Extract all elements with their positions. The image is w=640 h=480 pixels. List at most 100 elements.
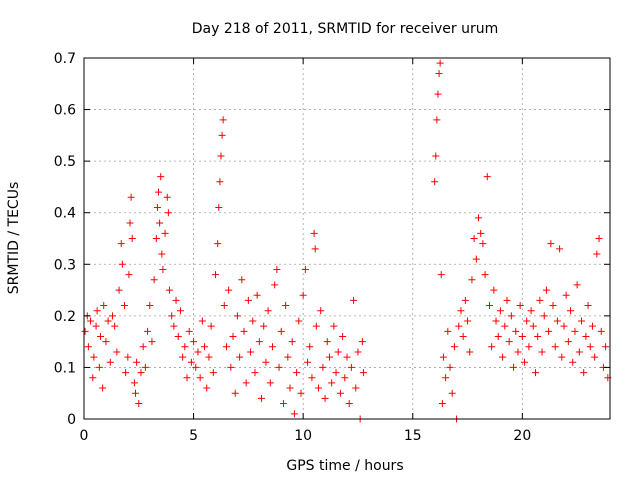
data-point: [475, 214, 482, 222]
data-point: [549, 302, 557, 310]
x-tick-label: 10: [294, 428, 312, 444]
data-point: [432, 152, 440, 160]
data-point: [558, 353, 566, 361]
data-point: [350, 296, 358, 304]
data-point: [128, 235, 136, 242]
data-point: [222, 343, 230, 351]
data-point: [545, 327, 553, 335]
data-point: [319, 363, 327, 371]
data-point: [217, 152, 225, 160]
data-point: [442, 374, 450, 382]
data-point: [187, 358, 195, 366]
data-point: [126, 219, 134, 227]
data-point: [99, 384, 107, 392]
data-point: [359, 369, 367, 377]
data-point: [433, 116, 441, 124]
data-point: [431, 178, 439, 186]
y-tick-label: 0.1: [54, 360, 76, 376]
data-point: [540, 312, 548, 320]
data-point: [538, 348, 546, 356]
data-point: [455, 322, 463, 330]
data-point: [273, 265, 281, 273]
data-point: [170, 322, 178, 330]
data-point: [144, 327, 152, 335]
data-point: [231, 389, 239, 397]
y-tick-label: 0.7: [54, 51, 76, 67]
data-point: [562, 291, 570, 299]
data-point: [157, 173, 165, 181]
data-point: [499, 353, 507, 361]
data-point: [523, 317, 531, 325]
data-point: [96, 332, 104, 340]
data-point: [159, 265, 167, 273]
data-point: [163, 193, 171, 201]
data-point: [87, 317, 95, 325]
axis-ticks: [83, 57, 610, 420]
data-point: [343, 353, 351, 361]
data-point: [132, 389, 140, 397]
data-point: [573, 281, 581, 289]
data-point: [311, 245, 319, 253]
data-point: [122, 369, 130, 377]
data-point: [219, 116, 227, 124]
data-point: [529, 322, 537, 330]
data-point: [347, 363, 355, 371]
data-point: [332, 369, 340, 377]
data-point: [172, 296, 180, 304]
data-point: [490, 286, 498, 294]
data-point: [310, 229, 318, 237]
data-point: [242, 379, 250, 387]
data-point: [518, 332, 526, 340]
data-point: [459, 332, 467, 340]
data-point: [111, 322, 119, 330]
data-point: [158, 250, 166, 258]
data-point: [201, 343, 209, 351]
data-point: [238, 276, 246, 284]
data-point: [233, 312, 241, 320]
data-point: [470, 235, 478, 242]
data-point: [328, 379, 336, 387]
data-point: [542, 286, 550, 294]
data-point: [336, 389, 344, 397]
data-point: [89, 374, 97, 382]
data-point: [293, 369, 301, 377]
data-points: [81, 59, 612, 423]
x-tick-label: 5: [189, 428, 198, 444]
data-point: [477, 229, 485, 237]
grid-lines: [84, 58, 610, 419]
data-point: [220, 302, 228, 310]
data-point: [255, 338, 263, 346]
data-point: [127, 193, 135, 201]
data-point: [161, 229, 169, 237]
data-point: [108, 312, 116, 320]
data-point: [284, 353, 292, 361]
data-point: [84, 343, 92, 351]
y-axis-label: SRMTID / TECUs: [6, 182, 22, 295]
data-point: [466, 348, 474, 356]
data-point: [146, 302, 154, 310]
data-point: [512, 327, 520, 335]
data-point: [214, 240, 222, 248]
x-tick-label: 15: [404, 428, 422, 444]
data-point: [115, 286, 123, 294]
data-point: [164, 209, 172, 217]
data-point: [481, 271, 489, 279]
data-point: [325, 353, 333, 361]
data-point: [446, 363, 454, 371]
data-point: [106, 358, 114, 366]
data-point: [308, 374, 316, 382]
data-point: [135, 400, 143, 408]
data-point: [457, 307, 465, 315]
data-point: [304, 358, 312, 366]
data-point: [521, 358, 529, 366]
x-tick-labels: 0 5 10 15 20: [80, 428, 532, 444]
data-point: [113, 348, 121, 356]
data-point: [277, 327, 285, 335]
data-point: [516, 302, 524, 310]
data-point: [444, 327, 452, 335]
data-point: [179, 353, 187, 361]
data-point: [323, 338, 331, 346]
data-point: [133, 358, 141, 366]
data-point: [593, 250, 601, 258]
